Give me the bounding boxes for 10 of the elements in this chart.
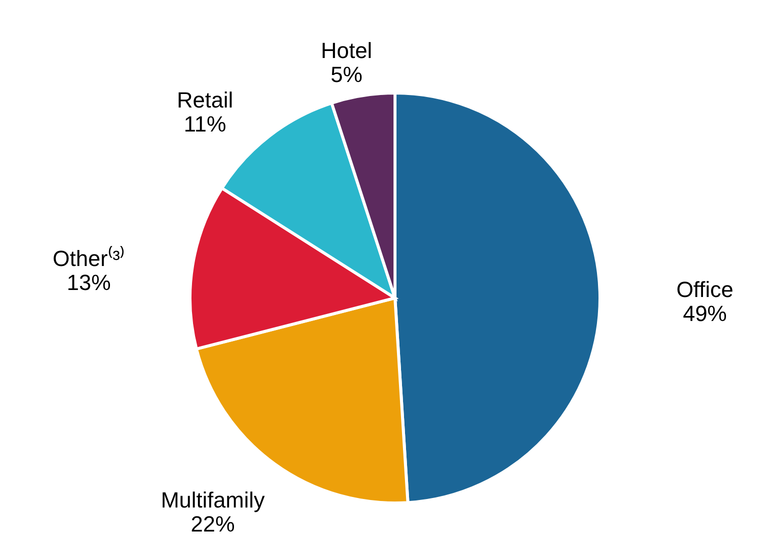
slice-label: Retail: [176, 87, 234, 112]
data-label: 49%: [682, 301, 727, 326]
slice-label: Hotel: [320, 38, 372, 64]
slice-label: Other⁽³⁾: [52, 246, 125, 271]
data-label: 11%: [184, 111, 226, 136]
data-label: 22%: [190, 511, 235, 536]
data-label: 5%: [330, 62, 362, 88]
data-label: 13%: [66, 270, 111, 295]
slice-label: Multifamily: [160, 487, 265, 512]
slice-label: Office: [676, 277, 734, 302]
